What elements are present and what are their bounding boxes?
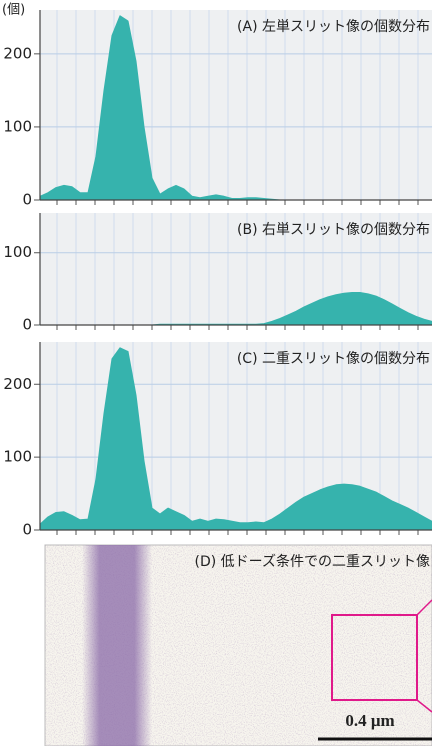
y-tick-label: 100 — [3, 243, 32, 261]
y-tick-label: 0 — [22, 316, 32, 334]
figure: 0 100 200 (A) 左単スリット像の個数分布 (個) 0 100 (B) 右単スリット… — [0, 0, 432, 746]
y-tick-label: 200 — [3, 44, 32, 62]
panel-title: (C) 二重スリット像の個数分布 — [237, 351, 430, 367]
y-tick-label: 100 — [3, 448, 32, 466]
panel-title: (B) 右単スリット像の個数分布 — [237, 222, 430, 238]
panel-title: (D) 低ドーズ条件での二重スリット像 — [195, 553, 430, 570]
interference-band — [82, 545, 152, 746]
y-tick-label: 100 — [3, 117, 32, 135]
y-axis-label: (個) — [2, 3, 25, 18]
panel-title: (A) 左単スリット像の個数分布 — [237, 19, 430, 35]
scale-bar-label: 0.4 μm — [345, 711, 394, 730]
image-panel: (D) 低ドーズ条件での二重スリット像 0.4 μm — [45, 545, 432, 746]
y-tick-label: 0 — [22, 191, 32, 209]
y-tick-label: 0 — [22, 521, 32, 539]
y-tick-label: 200 — [3, 375, 32, 393]
charts: 0 100 200 (A) 左単スリット像の個数分布 (個) 0 100 (B) 右単スリット… — [2, 3, 432, 539]
